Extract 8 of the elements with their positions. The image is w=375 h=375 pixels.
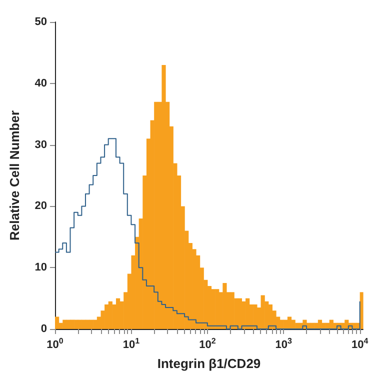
y-tick-label: 20 [34,200,47,212]
y-axis-title: Relative Cell Number [7,110,22,241]
x-axis-title: Integrin β1/CD29 [157,356,261,371]
y-tick-label: 50 [34,16,47,28]
y-tick-label: 30 [34,138,47,151]
y-tick-label: 10 [34,262,47,274]
y-tick-label: 40 [34,77,47,90]
y-tick-label: 0 [40,323,47,335]
